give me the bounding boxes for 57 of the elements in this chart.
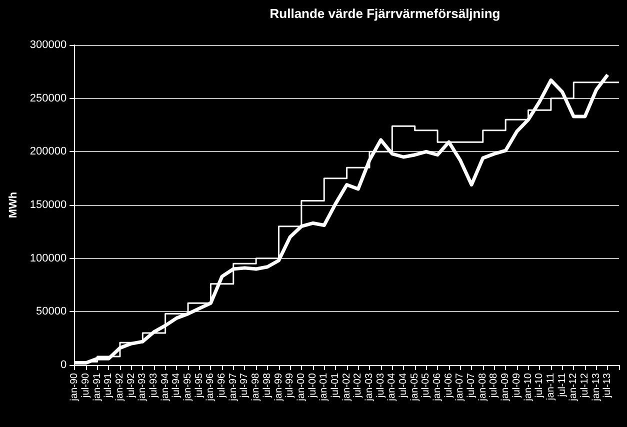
x-tick-label: jan-11 xyxy=(545,372,556,402)
x-tick-label: jan-05 xyxy=(409,372,420,402)
x-tick-label: jul-01 xyxy=(330,372,341,398)
y-tick-label: 300000 xyxy=(30,39,67,51)
x-tick-label: jul-11 xyxy=(556,372,568,398)
x-tick-label: jul-97 xyxy=(239,372,250,398)
x-tick-label: jan-90 xyxy=(69,372,80,402)
x-tick-label: jul-05 xyxy=(420,372,432,398)
x-tick-label: jan-00 xyxy=(296,372,307,402)
y-tick-label: 50000 xyxy=(36,306,67,318)
x-tick-label: jan-13 xyxy=(590,372,602,402)
x-tick-label: jan-03 xyxy=(364,372,375,402)
x-tick-label: jul-08 xyxy=(488,372,500,398)
x-tick-label: jan-96 xyxy=(205,372,216,402)
x-tick-label: jul-99 xyxy=(284,372,296,398)
x-tick-label: jan-07 xyxy=(454,372,466,402)
x-tick-label: jul-93 xyxy=(148,372,160,398)
x-tick-label: jan-04 xyxy=(386,372,398,402)
y-tick-label: 200000 xyxy=(30,146,67,158)
y-axis-title: MWh xyxy=(8,192,20,218)
x-tick-label: jul-07 xyxy=(466,372,478,398)
x-tick-label: jul-94 xyxy=(171,372,182,398)
x-tick-label: jul-13 xyxy=(602,372,614,398)
x-tick-label: jan-92 xyxy=(114,372,126,402)
x-tick-label: jul-95 xyxy=(194,372,205,398)
x-tick-label: jan-06 xyxy=(432,372,444,402)
x-tick-label: jan-09 xyxy=(500,372,512,402)
x-tick-label: jul-04 xyxy=(398,372,410,398)
x-tick-label: jul-02 xyxy=(352,372,364,398)
y-tick-label: 250000 xyxy=(30,92,67,104)
x-tick-label: jul-91 xyxy=(103,372,114,398)
x-tick-label: jul-12 xyxy=(579,372,590,398)
x-tick-label: jan-94 xyxy=(160,372,171,402)
x-tick-label: jul-92 xyxy=(126,372,137,398)
x-tick-label: jan-02 xyxy=(341,372,352,402)
y-tick-label: 0 xyxy=(60,359,67,371)
y-tick-label: 100000 xyxy=(30,252,67,264)
x-tick-label: jan-98 xyxy=(250,372,262,402)
x-tick-label: jul-98 xyxy=(262,372,273,398)
x-tick-label: jul-09 xyxy=(511,372,522,398)
x-tick-label: jul-03 xyxy=(375,372,386,398)
x-tick-label: jan-93 xyxy=(137,372,148,402)
x-tick-label: jul-96 xyxy=(216,372,228,398)
x-tick-label: jan-97 xyxy=(228,372,239,402)
x-tick-label: jul-10 xyxy=(534,372,546,398)
x-tick-label: jan-12 xyxy=(568,372,580,402)
x-tick-label: jul-06 xyxy=(443,372,454,398)
chart-title: Rullande värde Fjärrvärmeförsäljning xyxy=(270,6,500,21)
y-tick-label: 150000 xyxy=(30,199,67,211)
x-tick-label: jan-99 xyxy=(273,372,284,402)
x-tick-label: jan-95 xyxy=(182,372,194,402)
x-tick-label: jul-90 xyxy=(80,372,92,398)
x-tick-label: jul-00 xyxy=(307,372,318,398)
x-tick-label: jan-91 xyxy=(92,372,103,402)
x-tick-label: jan-01 xyxy=(318,372,330,402)
x-tick-label: jan-10 xyxy=(522,372,534,402)
x-tick-label: jan-08 xyxy=(477,372,488,402)
